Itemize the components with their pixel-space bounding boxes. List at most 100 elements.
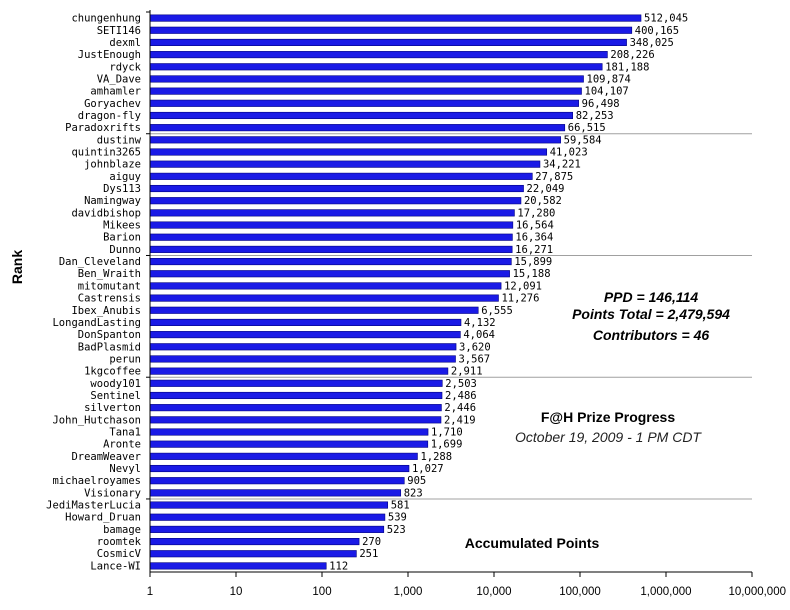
category-label: Sentinel [90, 390, 141, 402]
bar [149, 562, 327, 570]
y-axis-label: Rank [9, 250, 25, 284]
category-label: quintin3265 [71, 147, 141, 159]
category-label: DonSpanton [78, 329, 141, 341]
bar-value-label: 104,107 [585, 86, 629, 98]
category-label: DreamWeaver [71, 451, 141, 463]
x-tick-label: 100,000 [559, 586, 601, 598]
bar [149, 99, 579, 107]
bar-value-label: 41,023 [550, 147, 588, 159]
stats-annotation: PPD = 146,114 Points Total = 2,479,594 C… [572, 289, 730, 343]
category-label: Mikees [103, 220, 141, 232]
bar [149, 367, 449, 375]
bar-value-label: 1,710 [431, 427, 463, 439]
points-total-text: Points Total = 2,479,594 [572, 306, 730, 322]
bar [149, 124, 566, 132]
bar [149, 440, 429, 448]
chart-caption: Accumulated Points [465, 535, 600, 551]
bar [149, 233, 513, 241]
category-label: rdyck [109, 61, 141, 73]
x-tick-label: 10 [230, 586, 243, 598]
category-label: Howard_Druan [65, 512, 141, 524]
bar [149, 538, 360, 546]
bar [149, 14, 642, 22]
category-label: BadPlasmid [78, 341, 141, 353]
bar [149, 184, 524, 193]
bar [149, 501, 389, 509]
bar [149, 404, 442, 412]
category-label: amhamler [90, 86, 141, 98]
bar-value-label: 96,498 [582, 98, 620, 110]
bar-value-label: 4,132 [464, 317, 496, 329]
x-tick-label: 100 [312, 586, 331, 598]
chart-subtitle: October 19, 2009 - 1 PM CDT [515, 429, 702, 445]
bar [149, 379, 443, 387]
bar-value-label: 16,564 [516, 220, 554, 232]
category-label: Nevyl [109, 463, 141, 475]
bar-value-label: 4,064 [463, 329, 495, 341]
category-label: Barion [103, 232, 141, 244]
bar-value-label: 208,226 [610, 49, 654, 61]
bar [149, 318, 462, 326]
bar-value-label: 1,699 [431, 439, 463, 451]
category-label: aiguy [109, 171, 141, 183]
value-labels: 512,045400,165348,025208,226181,188109,8… [329, 13, 688, 573]
category-label: Ibex_Anubis [71, 305, 141, 317]
category-label: dragon-fly [78, 110, 141, 122]
x-tick-labels: 1 10 100 1,000 10,000 100,000 1,000,000 10,000,… [147, 586, 786, 598]
bar [149, 477, 405, 485]
bar [149, 416, 442, 424]
category-label: LongandLasting [52, 317, 141, 329]
bar [149, 306, 479, 314]
bar-value-label: 112 [329, 560, 348, 572]
x-tick-label: 1 [147, 586, 153, 598]
category-label: dustinw [97, 134, 142, 146]
bar [149, 258, 512, 266]
bar [149, 51, 608, 59]
category-label: Aronte [103, 439, 141, 451]
bar [149, 26, 633, 34]
category-label: Dys113 [103, 183, 141, 195]
category-label: Tana1 [109, 427, 141, 439]
bar-value-label: 12,091 [504, 280, 542, 292]
bar-value-label: 2,486 [445, 390, 477, 402]
bar-value-label: 348,025 [630, 37, 674, 49]
bar-value-label: 16,364 [515, 232, 553, 244]
bar [149, 111, 574, 120]
bar [149, 489, 402, 497]
bar [149, 148, 548, 156]
bar [149, 355, 456, 363]
category-label: Visionary [84, 487, 141, 499]
bar [149, 75, 584, 83]
axes [146, 10, 753, 577]
bar [149, 464, 410, 473]
category-label: VA_Dave [97, 73, 141, 85]
bar-value-label: 2,446 [444, 402, 476, 414]
bar-value-label: 16,271 [515, 244, 553, 256]
bar-value-label: 34,221 [543, 159, 581, 171]
bar [149, 270, 510, 278]
category-label: johnblaze [84, 159, 141, 171]
bar-value-label: 523 [387, 524, 406, 536]
bar-value-label: 181,188 [605, 61, 649, 73]
bar-value-label: 539 [388, 512, 407, 524]
category-label: Lance-WI [90, 560, 141, 572]
bar [149, 550, 357, 558]
bar-value-label: 15,188 [513, 268, 551, 280]
bar [149, 209, 515, 217]
bar [149, 282, 502, 290]
bar-value-label: 82,253 [576, 110, 614, 122]
bar-value-label: 270 [362, 536, 381, 548]
category-label: dexml [109, 37, 141, 49]
x-tick-label: 1,000,000 [640, 586, 691, 598]
category-label: perun [109, 353, 141, 365]
bar-value-label: 823 [404, 487, 423, 499]
bar [149, 160, 541, 168]
category-label: chungenhung [71, 13, 141, 25]
category-label: davidbishop [71, 207, 141, 219]
bar-value-label: 3,567 [458, 353, 490, 365]
category-label: SETI146 [97, 25, 141, 37]
bar [149, 221, 514, 229]
chart-title: F@H Prize Progress [541, 409, 675, 425]
category-label: michaelroyames [52, 475, 141, 487]
category-label: 1kgcoffee [84, 366, 141, 378]
